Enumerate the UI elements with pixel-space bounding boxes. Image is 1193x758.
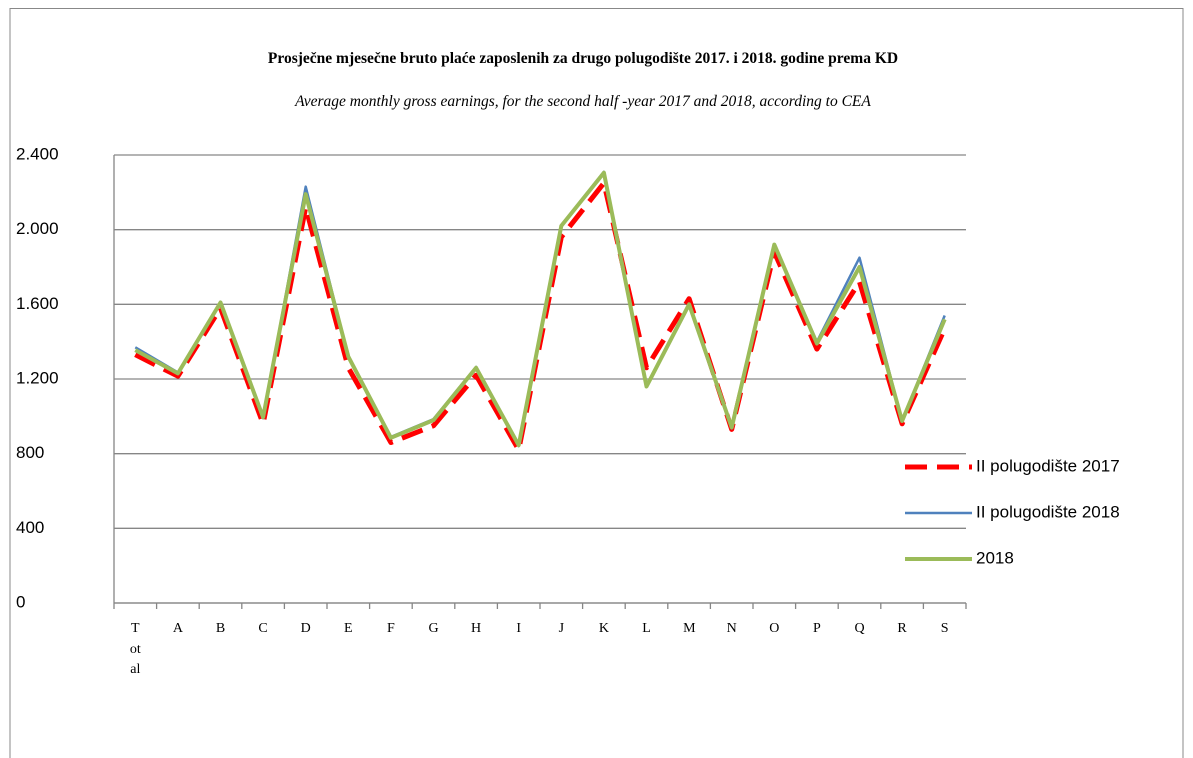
y-tick-label: 800 <box>16 443 44 462</box>
x-tick-label: S <box>940 621 949 636</box>
y-tick-label: 0 <box>16 592 25 611</box>
x-tick-label: N <box>726 621 737 636</box>
x-tick-label: Total <box>129 621 141 678</box>
y-tick-label: 1.200 <box>16 368 59 387</box>
x-tick-label: F <box>386 621 395 636</box>
x-tick-label: O <box>769 621 780 636</box>
x-tick-label: L <box>642 621 651 636</box>
x-tick-label: P <box>812 621 821 636</box>
chart-subtitle: Average monthly gross earnings, for the … <box>295 93 871 110</box>
x-tick-label: I <box>516 621 522 636</box>
series-line <box>134 180 947 453</box>
series-line <box>134 170 947 448</box>
x-tick-label: D <box>300 621 311 636</box>
legend-label: II polugodište 2017 <box>976 456 1120 475</box>
frame <box>9 8 1184 758</box>
x-tick-label: A <box>172 621 183 636</box>
x-tick-label: B <box>215 621 226 636</box>
legend-label: 2018 <box>976 548 1014 567</box>
x-tick-label: Q <box>854 621 865 636</box>
y-tick-label: 1.600 <box>16 294 59 313</box>
x-tick-label: H <box>471 621 482 636</box>
x-tick-label: M <box>683 621 696 636</box>
x-tick-label: G <box>428 621 439 636</box>
x-tick-label: K <box>598 621 609 636</box>
y-tick-label: 400 <box>16 518 44 537</box>
chart-title: Prosječne mjesečne bruto plaće zaposleni… <box>267 50 899 67</box>
x-tick-label: R <box>897 621 907 636</box>
x-tick-label: C <box>258 621 268 636</box>
x-tick-label: E <box>344 621 353 636</box>
y-tick-label: 2.000 <box>16 219 59 238</box>
y-tick-label: 2.400 <box>16 144 59 163</box>
x-tick-label: J <box>558 621 565 636</box>
legend-label: II polugodište 2018 <box>976 502 1120 521</box>
